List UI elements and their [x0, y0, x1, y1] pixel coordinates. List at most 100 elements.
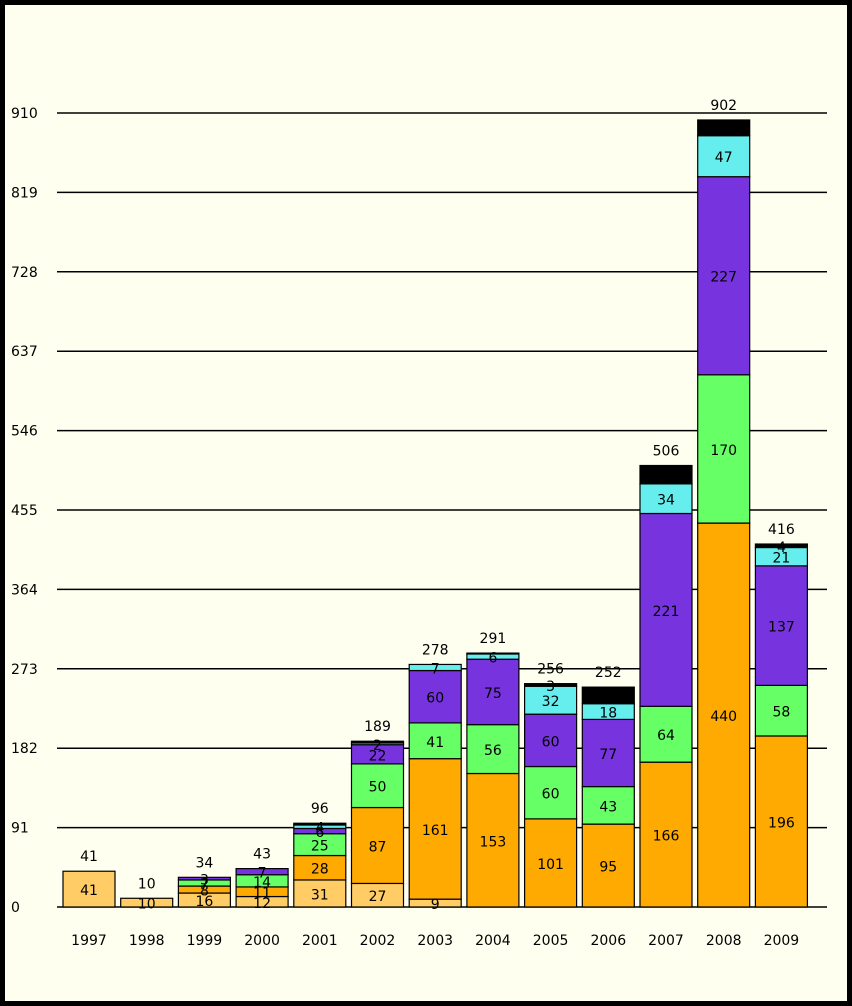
bar-segment: [639, 761, 693, 908]
bar-total-label: 291: [480, 631, 507, 647]
segment-label: 95: [599, 860, 617, 876]
bar-segment: [408, 669, 462, 724]
segment-label: 32: [542, 694, 560, 710]
y-tick-label: 0: [11, 900, 20, 916]
y-tick-label: 273: [11, 662, 38, 678]
segment-label: 153: [480, 834, 507, 850]
bar-segment: [62, 870, 116, 908]
segment-label: 60: [542, 734, 560, 750]
bar-total-label: 416: [768, 522, 795, 538]
segment-label: 34: [657, 493, 675, 509]
bar-total-label: 96: [311, 801, 329, 817]
segment-label: 137: [768, 620, 795, 636]
bar-segment: [350, 740, 405, 744]
bar-segment: [523, 713, 578, 768]
x-tick-label: 2009: [764, 933, 800, 949]
y-tick-label: 91: [11, 821, 29, 837]
segment-label: 161: [422, 823, 449, 839]
segment-label: 43: [599, 799, 617, 815]
bar-segment: [466, 652, 520, 655]
segment-label: 227: [710, 270, 737, 286]
segment-label: 4: [777, 540, 786, 556]
bar-segment: [581, 718, 635, 788]
bar-total-label: 506: [653, 444, 680, 460]
y-tick-label: 637: [11, 344, 38, 360]
bar-segment: [523, 818, 578, 908]
segment-label: 6: [488, 651, 497, 667]
bar-total-label: 252: [595, 665, 622, 681]
segment-label: 6: [315, 825, 324, 841]
y-tick-label: 364: [11, 582, 38, 598]
segment-label: 56: [484, 743, 502, 759]
segment-label: 101: [537, 857, 564, 873]
bar-segment: [754, 543, 809, 549]
bar-segment: [408, 758, 462, 900]
bar-segment: [639, 464, 693, 485]
segment-label: 21: [772, 551, 790, 567]
bar-total-label: 41: [80, 849, 98, 865]
bar-segment: [120, 897, 174, 908]
segment-label: 75: [484, 686, 502, 702]
bar-segment: [697, 119, 751, 137]
segment-label: 3: [546, 679, 555, 695]
segment-label: 3: [200, 873, 209, 889]
bar-segment: [350, 763, 405, 809]
x-tick-label: 1998: [129, 933, 165, 949]
bar-segment: [581, 686, 635, 705]
bar-segment: [293, 879, 347, 908]
segment-label: 22: [369, 748, 387, 764]
bar-total-label: 34: [195, 855, 213, 871]
x-tick-label: 2008: [706, 933, 742, 949]
segment-label: 7: [258, 866, 267, 882]
segment-label: 47: [715, 150, 733, 166]
y-tick-label: 819: [11, 185, 38, 201]
bar-segment: [697, 176, 751, 376]
bar-segment: [293, 822, 347, 826]
segment-label: 10: [138, 897, 156, 913]
segment-label: 18: [599, 706, 617, 722]
bar-segment: [754, 565, 809, 686]
bar-segment: [235, 868, 289, 876]
x-tick-label: 2006: [590, 933, 626, 949]
bar-total-label: 43: [253, 847, 271, 863]
bar-segment: [177, 876, 231, 881]
segment-label: 60: [542, 787, 560, 803]
segment-label: 25: [311, 839, 329, 855]
bar-segment: [466, 772, 520, 908]
segment-label: 31: [311, 887, 329, 903]
bar-total-label: 256: [537, 662, 564, 678]
y-tick-label: 728: [11, 265, 38, 281]
bar-total-label: 189: [364, 719, 391, 735]
segment-label: 7: [431, 661, 440, 677]
bar-total-label: 10: [138, 876, 156, 892]
segment-label: 16: [195, 894, 213, 910]
segment-label: 64: [657, 728, 675, 744]
bar-segment: [408, 663, 462, 672]
segment-label: 77: [599, 747, 617, 763]
segment-label: 28: [311, 862, 329, 878]
segment-label: 41: [426, 735, 444, 751]
segment-label: 196: [768, 815, 795, 831]
bar-segment: [639, 483, 693, 515]
segment-label: 4: [315, 821, 324, 837]
segment-label: 221: [653, 604, 680, 620]
x-tick-label: 2007: [648, 933, 684, 949]
segment-label: 87: [369, 839, 387, 855]
y-tick-label: 182: [11, 741, 38, 757]
bar-segment: [408, 722, 462, 760]
segment-label: 14: [253, 875, 271, 891]
bar-total-label: 278: [422, 642, 449, 658]
segment-label: 27: [369, 889, 387, 905]
segment-label: 440: [710, 709, 737, 725]
bar-segment: [523, 683, 578, 687]
bar-segment: [581, 785, 635, 825]
x-tick-label: 2001: [302, 933, 338, 949]
y-tick-label: 455: [11, 503, 38, 519]
x-tick-label: 1997: [71, 933, 107, 949]
segment-label: 7: [200, 877, 209, 893]
segment-label: 12: [253, 896, 271, 912]
bar-total-label: 902: [710, 98, 737, 114]
bar-segment: [754, 684, 809, 737]
x-tick-label: 2002: [360, 933, 396, 949]
